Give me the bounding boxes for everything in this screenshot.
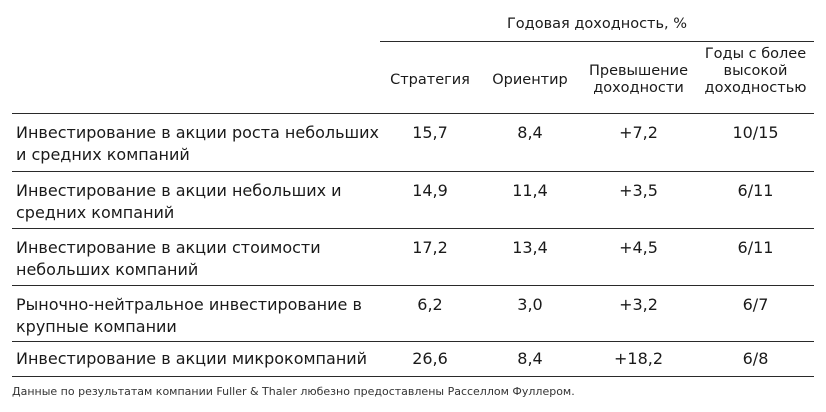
cell-years: 6/8 — [742, 349, 769, 368]
row-label: Инвестирование в акции стоимости небольш… — [16, 238, 321, 279]
cell-years: 10/15 — [732, 123, 779, 142]
cell-benchmark: 13,4 — [512, 238, 548, 257]
column-header-benchmark: Ориентир — [492, 72, 568, 88]
column-header-strategy: Стратегия — [390, 72, 470, 88]
table-row: Инвестирование в акции стоимости небольш… — [12, 229, 814, 286]
column-header-years: Годы с более высокой доходностью — [704, 46, 807, 96]
row-label: Инвестирование в акции небольших и средн… — [16, 181, 342, 222]
cell-excess: +3,5 — [619, 181, 658, 200]
row-divider — [12, 285, 814, 286]
cell-benchmark: 8,4 — [517, 123, 543, 142]
group-header-rule — [380, 41, 814, 42]
cell-benchmark: 8,4 — [517, 349, 543, 368]
cell-years: 6/11 — [737, 181, 774, 200]
table-row: Рыночно-нейтральное инвестирование в кру… — [12, 286, 814, 342]
cell-strategy: 6,2 — [417, 295, 443, 314]
cell-excess: +4,5 — [619, 238, 658, 257]
cell-strategy: 14,9 — [412, 181, 448, 200]
source-footnote: Данные по результатам компании Fuller & … — [12, 385, 575, 398]
table-row: Инвестирование в акции роста небольших и… — [12, 114, 814, 172]
header-rule — [12, 113, 814, 114]
cell-strategy: 15,7 — [412, 123, 448, 142]
cell-years: 6/7 — [742, 295, 769, 314]
row-divider — [12, 376, 814, 377]
row-label: Инвестирование в акции роста небольших и… — [16, 123, 380, 164]
cell-excess: +18,2 — [613, 349, 664, 368]
table-row: Инвестирование в акции микрокомпаний 26,… — [12, 342, 814, 377]
cell-excess: +3,2 — [619, 295, 658, 314]
row-divider — [12, 341, 814, 342]
cell-strategy: 26,6 — [412, 349, 448, 368]
row-label: Рыночно-нейтральное инвестирование в кру… — [16, 295, 362, 336]
column-header-excess: Превышение доходности — [588, 63, 689, 96]
cell-years: 6/11 — [737, 238, 774, 257]
cell-benchmark: 11,4 — [512, 181, 548, 200]
cell-benchmark: 3,0 — [517, 295, 543, 314]
group-header: Годовая доходность, % — [506, 16, 688, 32]
row-label: Инвестирование в акции микрокомпаний — [16, 349, 368, 368]
cell-strategy: 17,2 — [412, 238, 448, 257]
row-divider — [12, 171, 814, 172]
cell-excess: +7,2 — [619, 123, 658, 142]
row-divider — [12, 228, 814, 229]
table-row: Инвестирование в акции небольших и средн… — [12, 172, 814, 229]
